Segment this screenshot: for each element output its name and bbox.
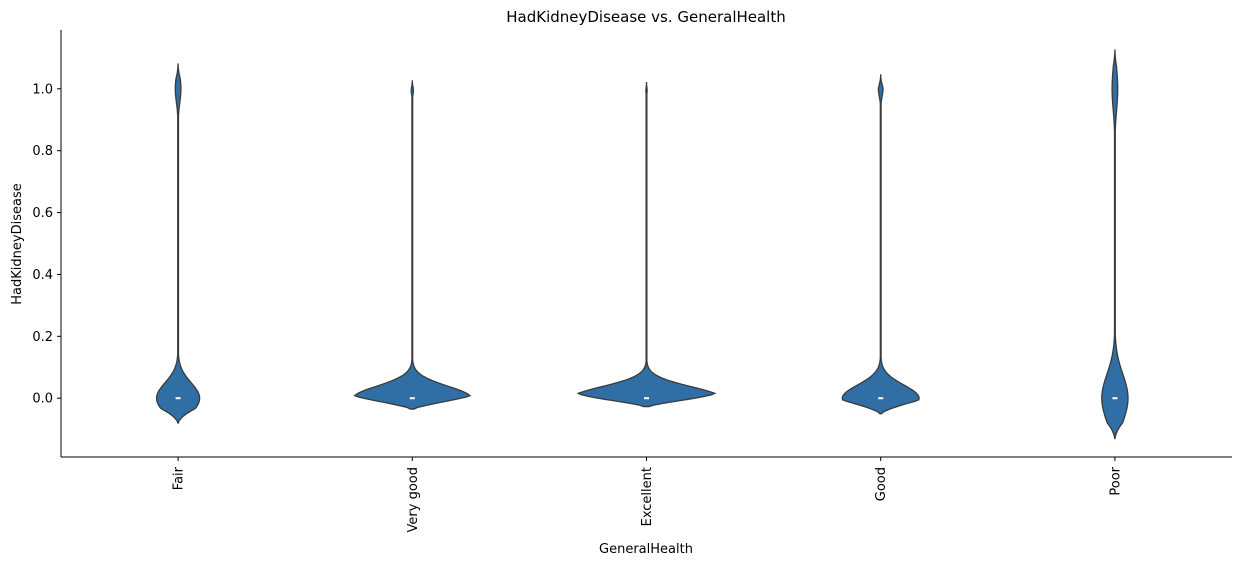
y-axis-label: HadKidneyDisease xyxy=(10,183,25,304)
x-tick-label: Good xyxy=(874,467,889,501)
y-tick-label: 0.6 xyxy=(32,206,53,221)
violin-poor xyxy=(1101,49,1129,440)
violin-very-good xyxy=(353,80,472,410)
y-tick-label: 1.0 xyxy=(32,82,53,97)
y-tick-label: 0.2 xyxy=(32,330,53,345)
violin-fair xyxy=(155,63,201,424)
violin-median-marker xyxy=(878,397,884,400)
chart-title: HadKidneyDisease vs. GeneralHealth xyxy=(506,8,786,26)
violin-good xyxy=(841,74,920,415)
violin-excellent xyxy=(576,81,717,408)
x-tick-label: Fair xyxy=(172,466,187,490)
violin-median-marker xyxy=(175,397,181,400)
violin-median-marker xyxy=(409,397,415,400)
violin-median-marker xyxy=(1112,397,1118,400)
y-ticks: 0.0 0.2 0.4 0.6 0.8 1.0 xyxy=(32,82,61,407)
plot-area xyxy=(155,49,1129,440)
x-tick-label: Excellent xyxy=(640,467,655,526)
x-axis-label: GeneralHealth xyxy=(599,542,693,557)
y-tick-label: 0.8 xyxy=(32,144,53,159)
x-tick-label: Poor xyxy=(1108,466,1123,495)
y-tick-label: 0.4 xyxy=(32,268,53,283)
x-ticks: Fair Very good Excellent Good Poor xyxy=(172,457,1123,532)
violin-median-marker xyxy=(644,397,649,400)
y-tick-label: 0.0 xyxy=(32,392,53,407)
x-tick-label: Very good xyxy=(406,467,421,532)
